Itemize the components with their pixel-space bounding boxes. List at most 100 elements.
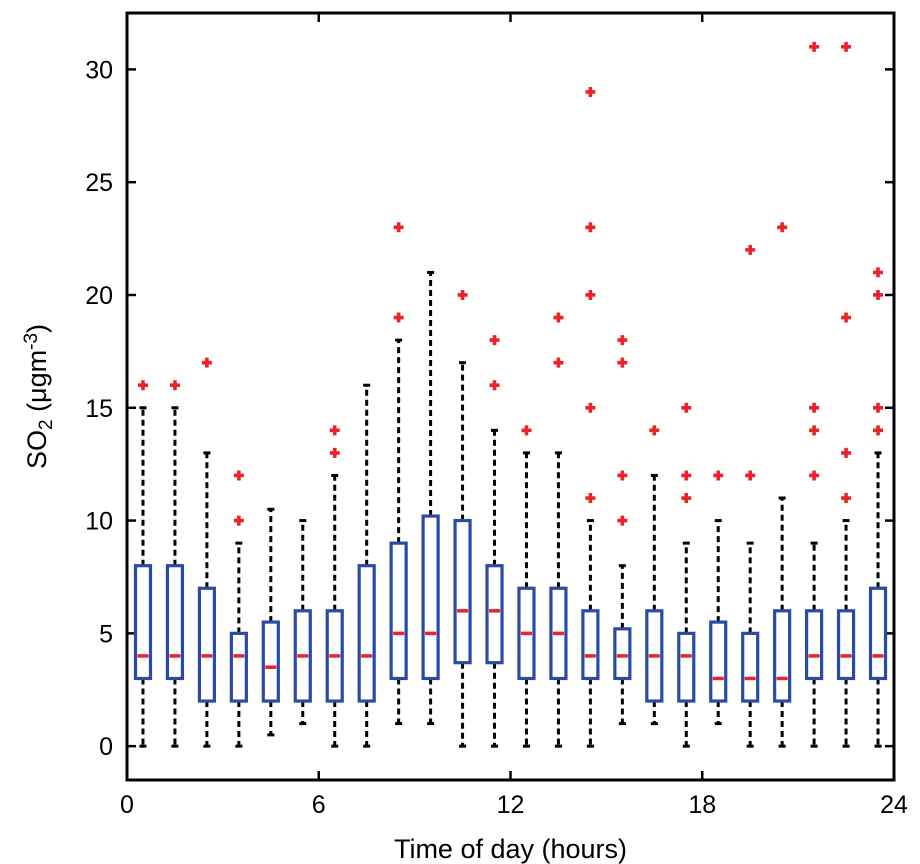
- outlier-marker: [649, 425, 660, 436]
- box-group: [677, 402, 696, 748]
- outlier-marker: [553, 357, 564, 368]
- outlier-marker: [585, 289, 596, 300]
- outlier-marker: [585, 222, 596, 233]
- box-iqr: [805, 609, 824, 681]
- box-group: [453, 289, 472, 748]
- box-iqr: [389, 541, 408, 681]
- y-axis-label-superscript: -3: [21, 333, 42, 350]
- box-group: [549, 312, 568, 748]
- outlier-marker: [745, 470, 756, 481]
- outlier-marker: [329, 447, 340, 458]
- box-group: [613, 335, 632, 726]
- y-tick-label: 10: [85, 508, 113, 536]
- box-iqr: [485, 564, 504, 665]
- box-iqr: [197, 586, 216, 703]
- outlier-marker: [841, 41, 852, 52]
- outlier-marker: [713, 470, 724, 481]
- y-axis-label: SO2 (μgm-3): [21, 324, 56, 469]
- box-group: [868, 267, 888, 748]
- box-iqr: [453, 518, 472, 665]
- y-tick-label: 25: [85, 169, 113, 197]
- box-iqr: [421, 514, 440, 681]
- outlier-marker: [809, 402, 820, 413]
- outlier-marker: [681, 470, 692, 481]
- box-iqr: [709, 620, 728, 703]
- boxes-layer: [133, 41, 888, 748]
- outlier-marker: [201, 357, 212, 368]
- outlier-marker: [617, 470, 628, 481]
- outlier-marker: [393, 222, 404, 233]
- box-iqr: [613, 627, 632, 681]
- box-group: [581, 86, 600, 748]
- outlier-marker: [809, 41, 820, 52]
- box-group: [293, 519, 312, 726]
- outlier-marker: [233, 515, 244, 526]
- box-group: [165, 380, 185, 748]
- box-group: [229, 470, 248, 748]
- outlier-marker: [873, 402, 884, 413]
- plot-frame: [125, 11, 896, 782]
- y-axis-label-unit-close: ): [22, 324, 52, 333]
- x-axis-label: Time of day (hours): [394, 834, 627, 864]
- box-group: [261, 507, 280, 737]
- box-group: [645, 425, 664, 726]
- outlier-marker: [617, 515, 628, 526]
- outlier-marker: [873, 289, 884, 300]
- box-iqr: [229, 631, 248, 703]
- outlier-marker: [809, 470, 820, 481]
- outlier-marker: [745, 244, 756, 255]
- outlier-marker: [617, 335, 628, 346]
- y-tick-label: 15: [85, 395, 113, 423]
- box-iqr: [133, 564, 153, 681]
- outlier-marker: [681, 493, 692, 504]
- box-group: [325, 425, 344, 748]
- outlier-marker: [585, 402, 596, 413]
- outlier-marker: [841, 493, 852, 504]
- box-iqr: [357, 564, 376, 703]
- box-iqr: [581, 609, 600, 681]
- box-group: [836, 41, 856, 748]
- box-iqr: [868, 586, 888, 681]
- outlier-marker: [393, 312, 404, 323]
- y-tick-label: 30: [85, 56, 113, 84]
- outlier-marker: [873, 267, 884, 278]
- outlier-marker: [777, 222, 788, 233]
- box-iqr: [836, 609, 856, 681]
- box-group: [741, 244, 760, 748]
- y-axis-label-unit-open: (μgm: [22, 350, 52, 420]
- outlier-marker: [489, 380, 500, 391]
- box-group: [517, 425, 536, 748]
- outlier-marker: [137, 380, 148, 391]
- outlier-marker: [681, 402, 692, 413]
- outlier-marker: [553, 312, 564, 323]
- box-group: [197, 357, 216, 748]
- outlier-marker: [489, 335, 500, 346]
- box-group: [709, 470, 728, 726]
- x-tick-label: 18: [688, 791, 716, 819]
- box-group: [133, 380, 153, 748]
- outlier-marker: [169, 380, 180, 391]
- outlier-marker: [585, 493, 596, 504]
- box-iqr: [741, 631, 760, 703]
- box-iqr: [261, 620, 280, 703]
- box-group: [485, 335, 504, 748]
- box-iqr: [677, 631, 696, 703]
- y-axis-label-subscript: 2: [36, 419, 57, 430]
- x-tick-label: 0: [120, 791, 134, 819]
- box-group: [389, 222, 408, 726]
- outlier-marker: [809, 425, 820, 436]
- outlier-marker: [841, 312, 852, 323]
- y-tick-label: 5: [99, 620, 113, 648]
- outlier-marker: [329, 425, 340, 436]
- box-group: [773, 222, 792, 748]
- box-iqr: [165, 564, 185, 681]
- outlier-marker: [617, 357, 628, 368]
- outlier-marker: [873, 425, 884, 436]
- box-group: [357, 383, 376, 748]
- box-iqr: [773, 609, 792, 703]
- box-group: [805, 41, 824, 748]
- x-tick-label: 12: [497, 791, 525, 819]
- outlier-marker: [233, 470, 244, 481]
- outlier-marker: [841, 447, 852, 458]
